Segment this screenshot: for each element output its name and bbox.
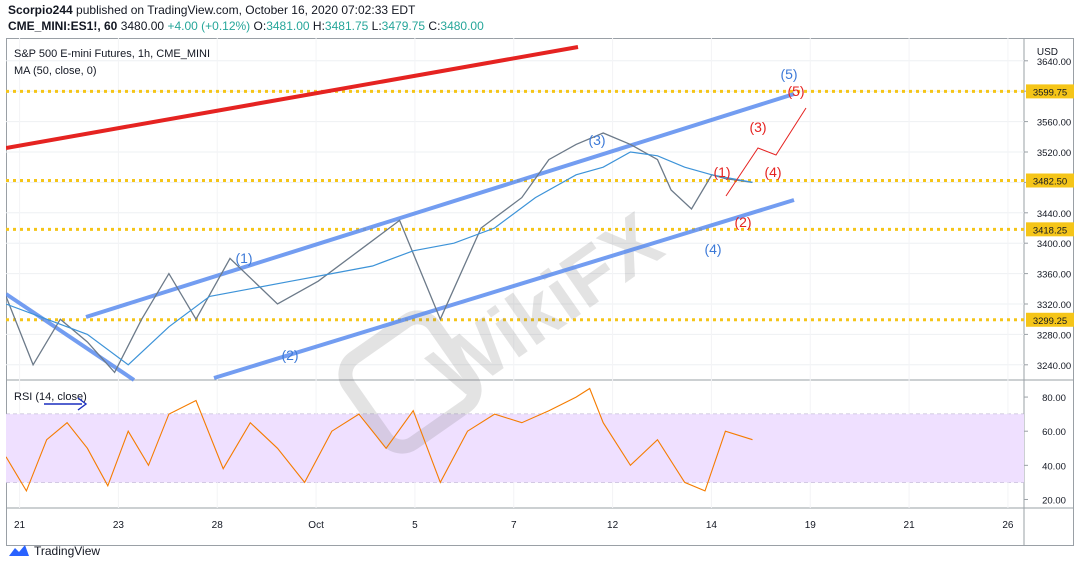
price-series bbox=[6, 132, 753, 374]
level-label-bg bbox=[1026, 84, 1074, 99]
rsi-tick-label: 40.00 bbox=[1042, 461, 1066, 472]
wave-blue-5: (5) bbox=[780, 66, 797, 82]
wave-red-5: (5) bbox=[787, 83, 804, 99]
level-label-bg bbox=[1026, 312, 1074, 327]
rsi-tick-label: 80.00 bbox=[1042, 393, 1066, 404]
y-tick-label: 3640.00 bbox=[1037, 57, 1071, 68]
resistance-red-line bbox=[6, 45, 579, 150]
x-tick-label: 21 bbox=[14, 520, 26, 531]
x-tick-label: 5 bbox=[412, 520, 418, 531]
author-name[interactable]: Scorpio244 bbox=[8, 3, 73, 17]
ohlc-low-label: L: bbox=[371, 19, 382, 33]
x-tick-label: 28 bbox=[212, 520, 224, 531]
ohlc-low: 3479.75 bbox=[381, 19, 426, 33]
horizontal-levels bbox=[6, 89, 1024, 322]
tradingview-logo-icon bbox=[9, 545, 29, 556]
x-tick-label: 12 bbox=[607, 520, 619, 531]
level-label-bg bbox=[1026, 173, 1074, 188]
ohlc-open: 3481.00 bbox=[266, 19, 310, 33]
y-tick-label: 3440.00 bbox=[1037, 209, 1071, 220]
wave-red-4: (4) bbox=[764, 164, 781, 180]
rsi-axis-ticks: 80.00 60.00 40.00 20.00 bbox=[1024, 393, 1066, 506]
wave-red-1: (1) bbox=[713, 164, 730, 180]
rsi-label: RSI (14, close) bbox=[14, 391, 87, 403]
ma-series bbox=[6, 151, 753, 366]
rsi-band bbox=[6, 414, 1024, 483]
wave-red-3: (3) bbox=[749, 119, 766, 135]
x-tick-label: 26 bbox=[1002, 520, 1014, 531]
level-label: 3482.50 bbox=[1033, 177, 1067, 188]
ohlc-open-label: O: bbox=[253, 19, 267, 33]
wave-blue-1: (1) bbox=[235, 250, 252, 266]
x-tick-label: 7 bbox=[511, 520, 517, 531]
last-price: 3480.00 bbox=[120, 19, 165, 33]
downtrend-line bbox=[6, 292, 136, 382]
wave-red-2: (2) bbox=[734, 214, 751, 230]
wave-blue-2: (2) bbox=[281, 347, 298, 363]
time-axis-ticks: 21 23 28 Oct 5 7 12 14 19 21 26 bbox=[14, 520, 1014, 531]
y-tick-label: 3520.00 bbox=[1037, 148, 1071, 159]
y-tick-label: 3280.00 bbox=[1037, 330, 1071, 341]
arrow-right-icon bbox=[77, 397, 88, 411]
ma-label: MA (50, close, 0) bbox=[14, 65, 97, 77]
price-level-labels: 3599.75 3482.50 3418.25 3299.25 bbox=[1026, 84, 1074, 327]
projection-path bbox=[725, 107, 807, 197]
chart-title: S&P 500 E-mini Futures, 1h, CME_MINI bbox=[14, 48, 210, 60]
level-label: 3599.75 bbox=[1033, 87, 1067, 98]
level-label: 3299.25 bbox=[1033, 316, 1067, 327]
symbol[interactable]: CME_MINI:ES1!, 60 bbox=[8, 19, 118, 33]
y-tick-label: 3360.00 bbox=[1037, 270, 1071, 281]
channel-upper-line bbox=[85, 92, 795, 319]
x-tick-label: 23 bbox=[113, 520, 125, 531]
wave-blue-4: (4) bbox=[704, 241, 721, 257]
published-text: published on TradingView.com, October 16… bbox=[76, 3, 416, 17]
chart-canvas[interactable]: S&P 500 E-mini Futures, 1h, CME_MINI MA … bbox=[6, 38, 1074, 546]
rsi-tick-label: 20.00 bbox=[1042, 495, 1066, 506]
y-tick-label: 3320.00 bbox=[1037, 300, 1071, 311]
footer-brand: TradingView bbox=[34, 544, 101, 558]
ohlc-close: 3480.00 bbox=[440, 19, 484, 33]
level-label: 3418.25 bbox=[1033, 225, 1067, 236]
level-label-bg bbox=[1026, 222, 1074, 237]
ohlc-close-label: C: bbox=[428, 19, 441, 33]
y-tick-label: 3400.00 bbox=[1037, 239, 1071, 250]
ohlc-high-label: H: bbox=[312, 19, 325, 33]
tradingview-footer[interactable]: TradingView bbox=[8, 544, 100, 558]
rsi-tick-label: 60.00 bbox=[1042, 427, 1066, 438]
x-tick-label: 14 bbox=[706, 520, 718, 531]
trend-channels bbox=[6, 45, 795, 382]
rsi-series bbox=[6, 387, 753, 493]
currency-label: USD bbox=[1037, 47, 1058, 58]
x-tick-label: 19 bbox=[805, 520, 817, 531]
publish-info: Scorpio244 published on TradingView.com,… bbox=[8, 3, 415, 17]
symbol-line: CME_MINI:ES1!, 60 3480.00 +4.00 (+0.12%)… bbox=[8, 19, 484, 33]
price-change: +4.00 (+0.12%) bbox=[167, 19, 251, 33]
ohlc-high: 3481.75 bbox=[324, 19, 369, 33]
y-tick-label: 3560.00 bbox=[1037, 118, 1071, 129]
x-tick-label: 21 bbox=[904, 520, 916, 531]
watermark-logo bbox=[338, 310, 482, 454]
wave-blue-3: (3) bbox=[588, 132, 605, 148]
y-tick-label: 3240.00 bbox=[1037, 361, 1071, 372]
elliott-wave-labels: (1) (2) (3) (4) (5) (1) (2) (3) (4) (5) bbox=[235, 66, 804, 363]
channel-lower-line bbox=[213, 198, 795, 380]
x-tick-label: Oct bbox=[308, 520, 324, 531]
